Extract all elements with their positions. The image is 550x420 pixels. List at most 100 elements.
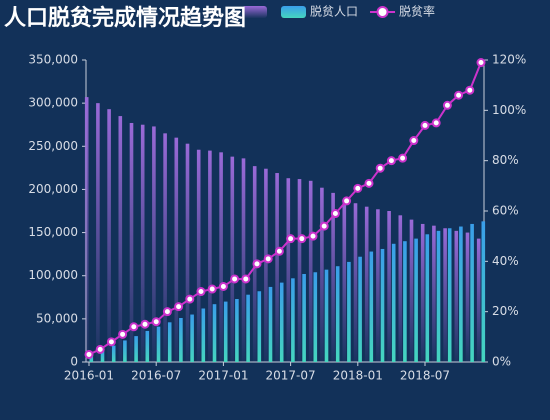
bar bbox=[235, 299, 239, 362]
point bbox=[118, 329, 128, 339]
bar bbox=[145, 330, 150, 362]
y-tick-label: 150,000 bbox=[28, 225, 78, 239]
bar bbox=[100, 349, 105, 362]
bar bbox=[476, 238, 481, 362]
bar bbox=[443, 228, 447, 362]
bar bbox=[208, 150, 212, 362]
bar bbox=[152, 126, 156, 362]
bar bbox=[212, 304, 217, 362]
point bbox=[319, 221, 329, 231]
bar bbox=[167, 322, 172, 362]
legend-label: 脱贫率 bbox=[399, 4, 435, 19]
bar bbox=[447, 228, 452, 362]
x-tick-label: 2017-01 bbox=[198, 369, 248, 383]
bar bbox=[347, 261, 351, 362]
point bbox=[274, 246, 284, 256]
point bbox=[476, 58, 486, 68]
bar bbox=[331, 192, 335, 362]
point bbox=[353, 183, 363, 193]
bar bbox=[201, 308, 206, 362]
legend: 脱贫人口 脱贫率 bbox=[242, 4, 435, 19]
bar bbox=[140, 124, 145, 362]
point bbox=[297, 234, 307, 244]
bar bbox=[358, 256, 362, 362]
bar bbox=[275, 173, 279, 362]
point bbox=[162, 307, 172, 317]
y2-tick-label: 120% bbox=[492, 53, 526, 67]
bar bbox=[470, 223, 474, 362]
bar bbox=[246, 294, 250, 362]
bar bbox=[420, 223, 425, 362]
point bbox=[185, 294, 195, 304]
bar bbox=[376, 209, 380, 362]
bar bbox=[174, 137, 179, 362]
point bbox=[151, 317, 161, 327]
bar bbox=[268, 286, 273, 362]
point bbox=[420, 120, 430, 130]
bar bbox=[335, 266, 340, 362]
y-tick-label: 50,000 bbox=[36, 311, 78, 325]
bar bbox=[196, 149, 201, 362]
y-tick-label: 300,000 bbox=[28, 96, 78, 110]
bar bbox=[320, 187, 324, 362]
bar bbox=[185, 143, 190, 362]
bar bbox=[264, 168, 268, 362]
point bbox=[241, 274, 251, 284]
point bbox=[95, 344, 105, 354]
x-tick-label: 2016-07 bbox=[131, 369, 181, 383]
point bbox=[140, 319, 150, 329]
bar bbox=[156, 326, 161, 362]
y2-tick-label: 60% bbox=[492, 204, 519, 218]
y2-tick-label: 20% bbox=[492, 304, 519, 318]
bar bbox=[123, 340, 127, 362]
point bbox=[84, 349, 94, 359]
bar bbox=[409, 219, 414, 362]
bar bbox=[111, 345, 116, 362]
bar bbox=[257, 291, 262, 362]
y-tick-label: 350,000 bbox=[28, 53, 78, 67]
point bbox=[409, 136, 419, 146]
bar bbox=[190, 314, 194, 362]
legend-swatch bbox=[242, 6, 267, 18]
y-tick-label: 200,000 bbox=[28, 182, 78, 196]
x-tick-label: 2017-07 bbox=[266, 369, 316, 383]
point bbox=[218, 282, 228, 291]
point bbox=[431, 118, 441, 128]
x-tick-label: 2018-07 bbox=[400, 369, 450, 383]
point bbox=[342, 196, 352, 206]
bar bbox=[286, 178, 291, 362]
point bbox=[386, 156, 396, 166]
point bbox=[207, 284, 217, 294]
y2-tick-label: 80% bbox=[492, 153, 519, 167]
bar bbox=[380, 248, 385, 362]
bar bbox=[364, 206, 369, 362]
bar bbox=[465, 232, 470, 362]
bar bbox=[223, 301, 228, 362]
bar bbox=[324, 269, 329, 362]
bar bbox=[432, 225, 436, 362]
bar bbox=[414, 238, 418, 362]
legend-label: 脱贫人口 bbox=[310, 4, 358, 19]
bar bbox=[313, 272, 318, 362]
bar bbox=[219, 152, 223, 362]
point bbox=[196, 287, 206, 297]
bar bbox=[230, 156, 235, 362]
x-tick-label: 2016-01 bbox=[64, 369, 114, 383]
chart-title: 人口脱贫完成情况趋势图 bbox=[4, 5, 246, 31]
point bbox=[129, 322, 139, 332]
bar bbox=[436, 230, 441, 362]
point bbox=[286, 234, 296, 244]
bar bbox=[297, 179, 302, 362]
point bbox=[263, 254, 273, 264]
plot: 0 50,000 100,000 150,000 200,000 250,000 300,0… bbox=[28, 53, 526, 383]
bar bbox=[425, 234, 430, 362]
bar bbox=[398, 215, 403, 362]
bar bbox=[291, 278, 295, 362]
y2-tick-label: 40% bbox=[492, 254, 519, 268]
legend-swatch bbox=[376, 6, 389, 18]
bar bbox=[353, 203, 358, 362]
bar bbox=[179, 317, 183, 362]
legend-swatch bbox=[281, 6, 306, 18]
y2-tick-label: 100% bbox=[492, 103, 526, 117]
